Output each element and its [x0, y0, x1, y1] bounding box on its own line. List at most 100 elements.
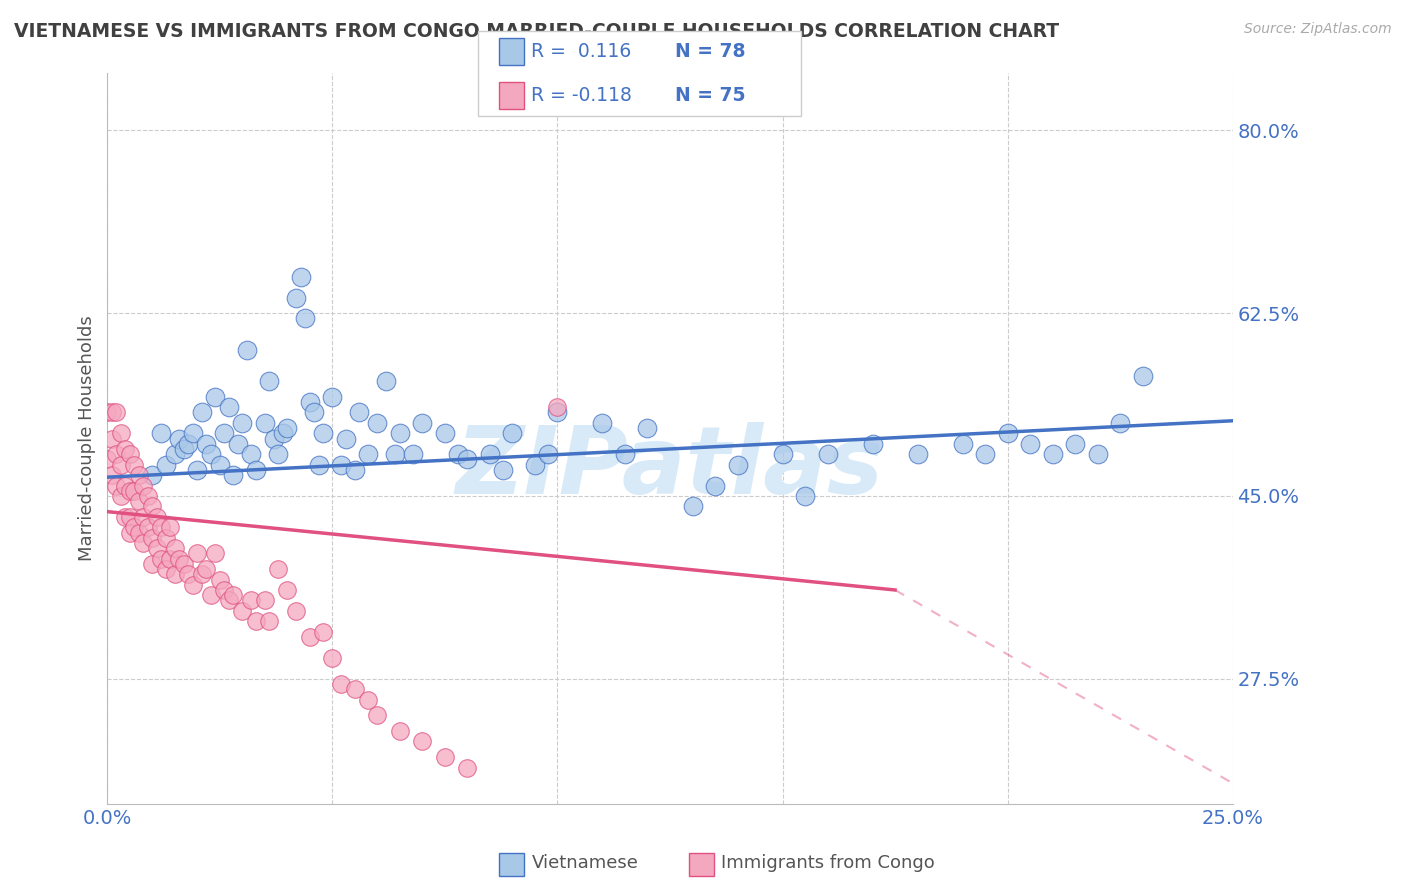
- Point: [214, 426, 236, 441]
- Point: [114, 442, 136, 456]
- Text: R = -0.118: R = -0.118: [531, 86, 633, 105]
- Point: [592, 416, 614, 430]
- Point: [335, 432, 357, 446]
- Point: [285, 604, 308, 618]
- Point: [128, 525, 150, 540]
- Point: [155, 531, 177, 545]
- Point: [271, 426, 294, 441]
- Point: [163, 567, 186, 582]
- Point: [907, 447, 929, 461]
- Point: [236, 343, 259, 357]
- Point: [245, 463, 267, 477]
- Point: [186, 546, 208, 560]
- Point: [110, 458, 132, 472]
- Point: [330, 458, 353, 472]
- Point: [330, 677, 353, 691]
- Point: [1132, 368, 1154, 383]
- Point: [388, 723, 411, 738]
- Point: [114, 509, 136, 524]
- Point: [118, 483, 141, 498]
- Point: [132, 478, 155, 492]
- Point: [267, 447, 290, 461]
- Point: [159, 520, 181, 534]
- Point: [290, 269, 312, 284]
- Point: [222, 468, 245, 483]
- Y-axis label: Married-couple Households: Married-couple Households: [79, 316, 96, 561]
- Point: [118, 447, 141, 461]
- Point: [343, 463, 366, 477]
- Point: [155, 458, 177, 472]
- Point: [794, 489, 817, 503]
- Point: [173, 557, 195, 571]
- Point: [195, 436, 218, 450]
- Point: [136, 489, 159, 503]
- Point: [181, 578, 204, 592]
- Point: [128, 468, 150, 483]
- Point: [218, 593, 240, 607]
- Text: Vietnamese: Vietnamese: [531, 855, 638, 872]
- Point: [523, 458, 546, 472]
- Point: [146, 541, 169, 556]
- Text: Immigrants from Congo: Immigrants from Congo: [721, 855, 935, 872]
- Point: [366, 416, 388, 430]
- Point: [208, 458, 231, 472]
- Point: [146, 509, 169, 524]
- Point: [384, 447, 406, 461]
- Point: [704, 478, 727, 492]
- Point: [191, 405, 214, 419]
- Point: [259, 374, 281, 388]
- Point: [727, 458, 749, 472]
- Point: [304, 405, 326, 419]
- Point: [218, 400, 240, 414]
- Point: [128, 494, 150, 508]
- Point: [132, 536, 155, 550]
- Point: [240, 593, 263, 607]
- Point: [357, 447, 380, 461]
- Point: [159, 551, 181, 566]
- Point: [150, 426, 173, 441]
- Point: [114, 478, 136, 492]
- Point: [204, 390, 226, 404]
- Point: [682, 500, 704, 514]
- Point: [118, 525, 141, 540]
- Point: [456, 452, 478, 467]
- Point: [366, 708, 388, 723]
- Point: [546, 400, 568, 414]
- Point: [1042, 447, 1064, 461]
- Point: [862, 436, 884, 450]
- Point: [163, 447, 186, 461]
- Point: [388, 426, 411, 441]
- Point: [343, 682, 366, 697]
- Point: [141, 468, 163, 483]
- Point: [136, 520, 159, 534]
- Point: [141, 557, 163, 571]
- Point: [1064, 436, 1087, 450]
- Point: [150, 551, 173, 566]
- Point: [118, 509, 141, 524]
- Point: [974, 447, 997, 461]
- Point: [186, 463, 208, 477]
- Point: [276, 421, 298, 435]
- Point: [1087, 447, 1109, 461]
- Point: [817, 447, 839, 461]
- Point: [614, 447, 637, 461]
- Point: [1019, 436, 1042, 450]
- Point: [105, 447, 128, 461]
- Point: [101, 468, 124, 483]
- Point: [155, 562, 177, 576]
- Point: [321, 651, 343, 665]
- Point: [349, 405, 371, 419]
- Point: [177, 436, 200, 450]
- Text: R =  0.116: R = 0.116: [531, 42, 631, 62]
- Point: [253, 416, 276, 430]
- Point: [478, 447, 501, 461]
- Point: [101, 432, 124, 446]
- Point: [312, 426, 335, 441]
- Point: [132, 509, 155, 524]
- Point: [298, 630, 321, 644]
- Point: [298, 395, 321, 409]
- Point: [101, 405, 124, 419]
- Point: [411, 734, 433, 748]
- Point: [772, 447, 794, 461]
- Point: [214, 582, 236, 597]
